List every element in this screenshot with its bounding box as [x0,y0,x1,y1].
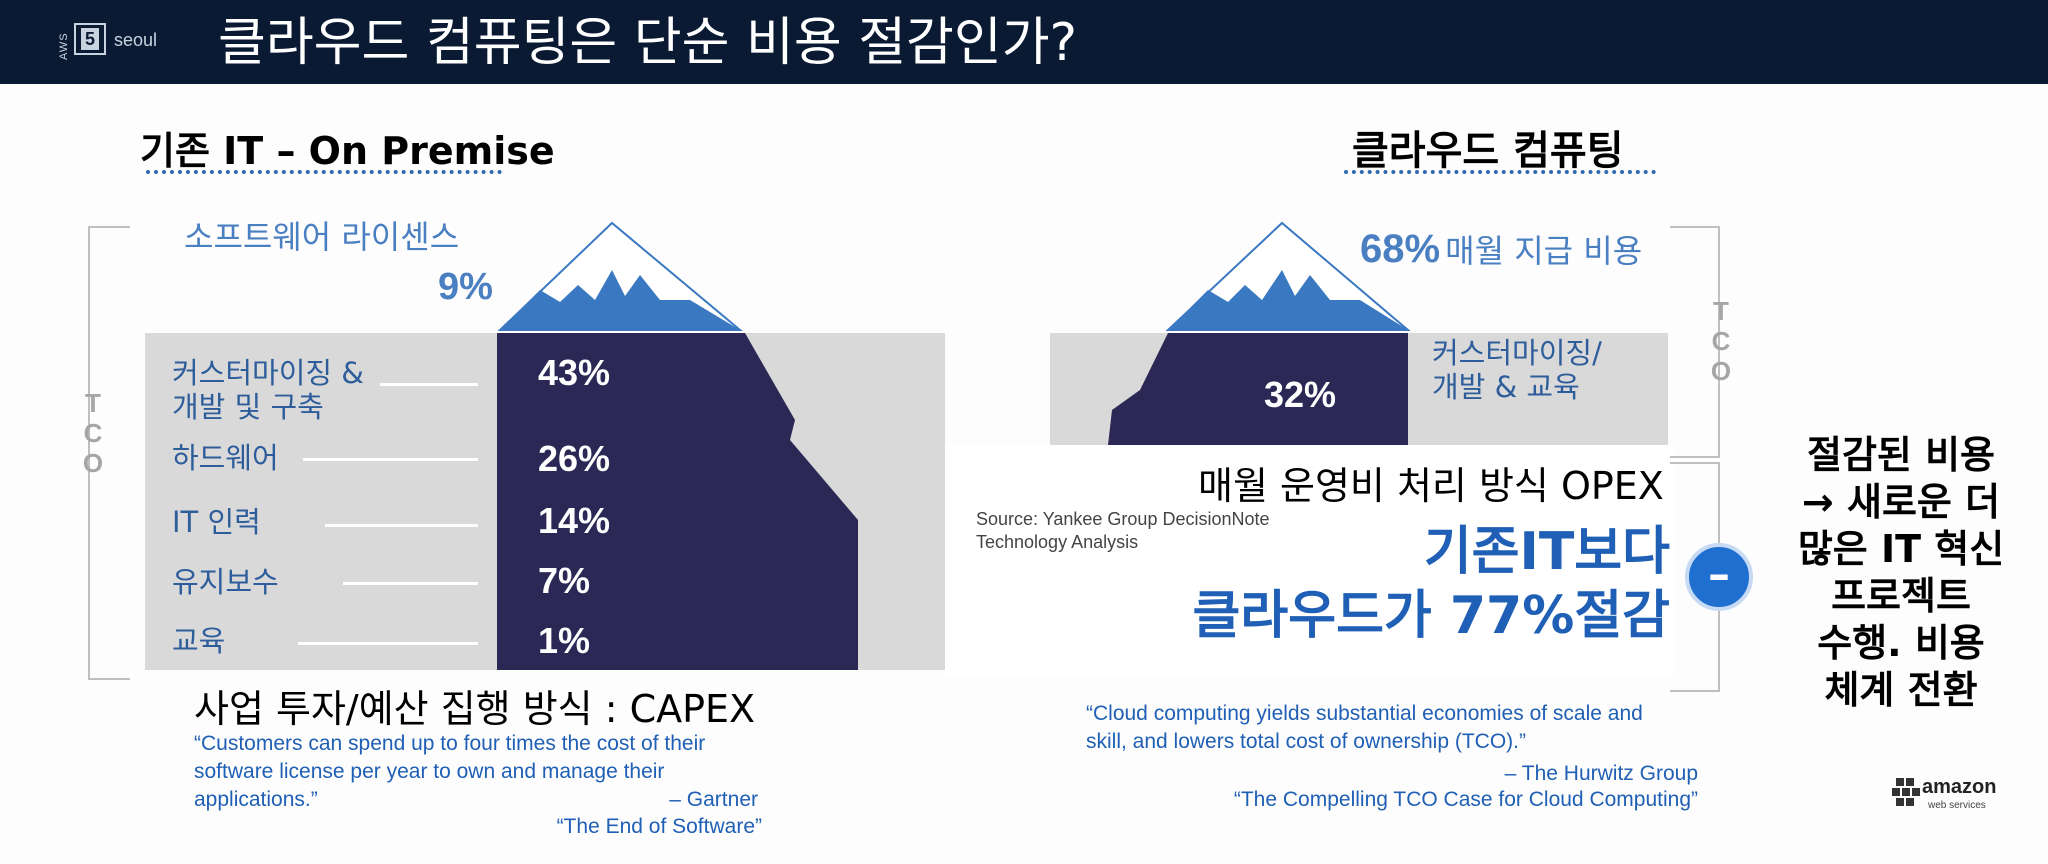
leader-line [298,642,478,645]
cloud-heading: 클라우드 컴퓨팅 [1352,128,1624,174]
aws-tagline: web services [1928,800,1986,811]
tco-letter: O [82,448,104,478]
logo-badge-number: 5 [81,28,99,50]
tco-letter: T [85,388,101,418]
amazon-wordmark: amazon [1922,776,1997,798]
leader-line [325,524,478,527]
savings-line: 클라우드가 77%절감 [1192,586,1670,646]
customizing-dev-label: 커스터마이징 & 개발 및 구축 [172,356,364,424]
tco-letter: C [83,418,103,448]
savings-sidenote: 절감된 비용 → 새로운 더 많은 IT 혁신 프로젝트 수행. 비용 체계 전… [1797,433,2005,712]
hurwitz-quote-source: “The Compelling TCO Case for Cloud Compu… [1233,788,1698,811]
it-staff-label: IT 인력 [172,505,261,539]
it-staff-value: 14% [538,500,611,541]
on-premise-heading: 기존 IT – On Premise [140,129,555,173]
on-premise-tco-bracket [88,226,130,680]
cloud-tco-bracket [1670,226,1720,458]
minus-circle-icon: – [1685,543,1753,611]
monthly-payment-value: 68% [1360,227,1441,271]
monthly-payment-callout: 68% 매월 지급 비용 [1360,226,1642,272]
source-line: Source: Yankee Group DecisionNote [976,509,1270,529]
monthly-payment-label: 매월 지급 비용 [1445,232,1643,270]
cloud-customizing-value: 32% [1264,374,1337,415]
tco-letter: O [1710,356,1732,386]
training-value: 1% [538,620,591,661]
hurwitz-quote: “Cloud computing yields substantial econ… [1086,702,1643,753]
tco-letter: T [1713,296,1729,326]
cloud-iceberg-tip [1165,221,1411,331]
on-premise-iceberg-tip [497,221,743,331]
software-license-label: 소프트웨어 라이센스 [184,218,460,256]
opex-caption: 매월 운영비 처리 방식 OPEX [1198,464,1664,508]
source-note: Source: Yankee Group DecisionNote Techno… [976,508,1270,554]
cloud-heading-underline [1344,170,1656,174]
leader-line [303,458,478,461]
leader-line [343,582,478,585]
capex-caption: 사업 투자/예산 집행 방식 : CAPEX [194,687,756,731]
gartner-quote-author: – Gartner [669,788,758,811]
amazon-web-services-logo: amazon web services [1892,776,2004,816]
gartner-quote: “Customers can spend up to four times th… [194,732,706,811]
on-premise-heading-underline [146,170,502,174]
hardware-label: 하드웨어 [172,441,279,475]
hardware-value: 26% [538,438,611,479]
savings-line: 기존IT보다 [1423,522,1670,582]
hurwitz-quote-author: – The Hurwitz Group [1504,762,1698,785]
tco-letter: C [1711,326,1731,356]
cloud-iceberg-underwater [1108,333,1408,445]
gartner-quote-source: “The End of Software” [556,815,762,838]
maintenance-value: 7% [538,560,591,601]
savings-headline: 기존IT보다 클라우드가 77%절감 [1150,520,1670,648]
logo-badge: 5 [74,23,106,55]
training-label: 교육 [172,624,226,658]
cloud-customizing-label: 커스터마이징/ 개발 & 교육 [1432,336,1602,404]
cloud-summary-panel [945,445,1675,677]
on-premise-iceberg-underwater [497,333,858,670]
aws-summit-logo: AWS 5 seoul [58,18,178,66]
title-bar [0,0,2048,84]
software-license-value: 9% [438,266,493,308]
leader-line [380,383,478,386]
source-line: Technology Analysis [976,532,1139,552]
customizing-dev-value: 43% [538,352,611,393]
slide-title: 클라우드 컴퓨팅은 단순 비용 절감인가? [218,13,1078,73]
cloud-tco-label: T C O [1708,296,1734,386]
logo-city: seoul [114,30,158,50]
on-premise-tco-label: T C O [80,388,106,478]
aws-cubes-icon [1892,778,1922,808]
maintenance-label: 유지보수 [172,565,279,599]
